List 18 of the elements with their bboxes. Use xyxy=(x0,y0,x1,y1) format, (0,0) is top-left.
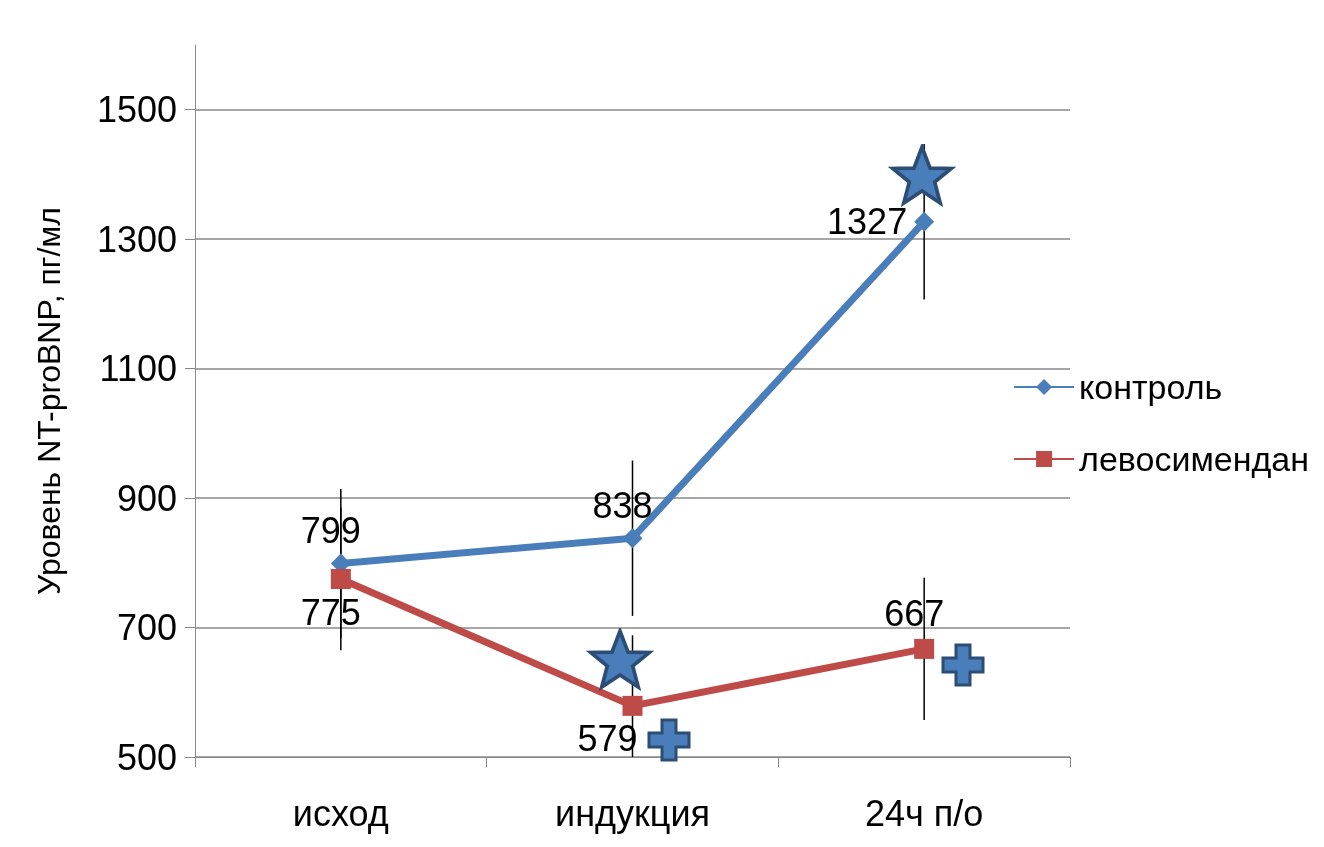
point xyxy=(914,211,935,232)
legend-label: контроль xyxy=(1079,368,1223,406)
y-tick-label: 900 xyxy=(116,477,177,519)
y-tick-label: 1100 xyxy=(99,348,177,390)
y-axis-title: Уровень NT-proBNP, пг/мл xyxy=(31,207,67,595)
x-tick-label: 24ч п/о xyxy=(865,792,984,834)
point xyxy=(622,528,643,549)
point xyxy=(622,695,643,716)
point xyxy=(330,569,351,589)
y-tick-label: 1300 xyxy=(96,218,177,260)
legend-label: левосимендан xyxy=(1079,440,1310,478)
data-label: 1327 xyxy=(827,201,908,243)
y-tick-label: 1500 xyxy=(96,89,177,131)
y-tick-label: 700 xyxy=(116,607,177,649)
y-tick-label: 500 xyxy=(116,736,177,778)
x-tick-label: исход xyxy=(292,792,389,834)
x-tick-label: индукция xyxy=(555,792,710,834)
point xyxy=(914,638,935,659)
